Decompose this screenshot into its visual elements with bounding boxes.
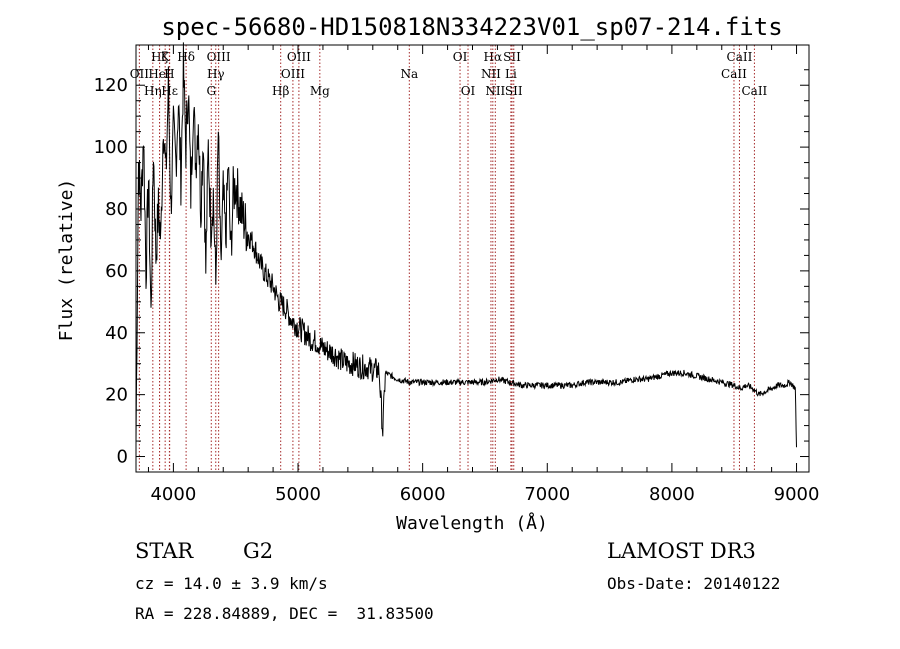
spectral-line-label: Hδ [177,50,195,64]
spectrum-line [135,42,797,448]
coordinates-text: RA = 228.84889, DEC = 31.83500 [135,604,434,623]
obs-date-text: Obs-Date: 20140122 [607,574,780,593]
spectral-line-label: CaII [741,84,767,98]
spectral-line-label: OII [130,67,150,81]
plot-frame [135,44,810,473]
x-tick-label: 4000 [150,484,196,505]
spectral-line-label: Hβ [272,84,289,98]
y-tick-label: 60 [105,261,128,282]
spectral-line-label: SII [505,84,523,98]
spectral-line-label: OI [453,50,468,64]
x-axis-label: Wavelength (Å) [396,512,548,534]
x-tick-label: 9000 [774,484,820,505]
y-axis-label: Flux (relative) [56,179,77,342]
x-axis: 4000 5000 6000 7000 8000 9000 [147,45,820,505]
spectral-line-label: Hγ [207,67,225,81]
spectral-line-label: Hη [144,84,162,98]
spectral-line-label: Li [505,67,517,81]
spectral-line-label: K [161,50,171,64]
spectral-line-label: Mg [310,84,330,98]
survey-name: LAMOST DR3 [607,539,756,563]
y-tick-label: 0 [117,447,128,468]
y-axis: 0 20 40 60 80 100 120 [94,69,809,468]
spectral-line-label: G [206,84,216,98]
x-tick-label: 8000 [649,484,695,505]
spectrum-series [135,42,797,448]
y-tick-label: 100 [94,137,128,158]
spectral-line-label: OIII [287,50,311,64]
spectral-line-label: CaII [721,67,747,81]
object-class: STAR [135,539,194,563]
spectral-line-label: CaII [727,50,753,64]
spectral-line-label: NII [481,67,501,81]
object-subclass: G2 [243,539,273,563]
x-tick-label: 7000 [524,484,570,505]
y-tick-label: 80 [105,199,128,220]
x-tick-label: 5000 [275,484,321,505]
spectral-line-label: OI [461,84,476,98]
spectral-line-label: Hε [161,84,178,98]
y-tick-label: 120 [94,75,128,96]
y-tick-label: 40 [105,323,128,344]
x-tick-label: 6000 [400,484,446,505]
spectral-line-label: NII [485,84,505,98]
spectral-line-label: SII [503,50,521,64]
spectral-line-label: OIII [207,50,231,64]
spectral-line-label: Na [400,67,418,81]
redshift-text: cz = 14.0 ± 3.9 km/s [135,574,328,593]
spectral-line-markers: HδOIIHηHζHeIKHHεOIIIHγGOIIIOIIIHβMgNaOIO… [130,45,768,472]
spectral-line-label: Hα [484,50,503,64]
spectral-line-label: OIII [281,67,305,81]
y-tick-label: 20 [105,385,128,406]
chart-title: spec-56680-HD150818N334223V01_sp07-214.f… [161,13,782,41]
